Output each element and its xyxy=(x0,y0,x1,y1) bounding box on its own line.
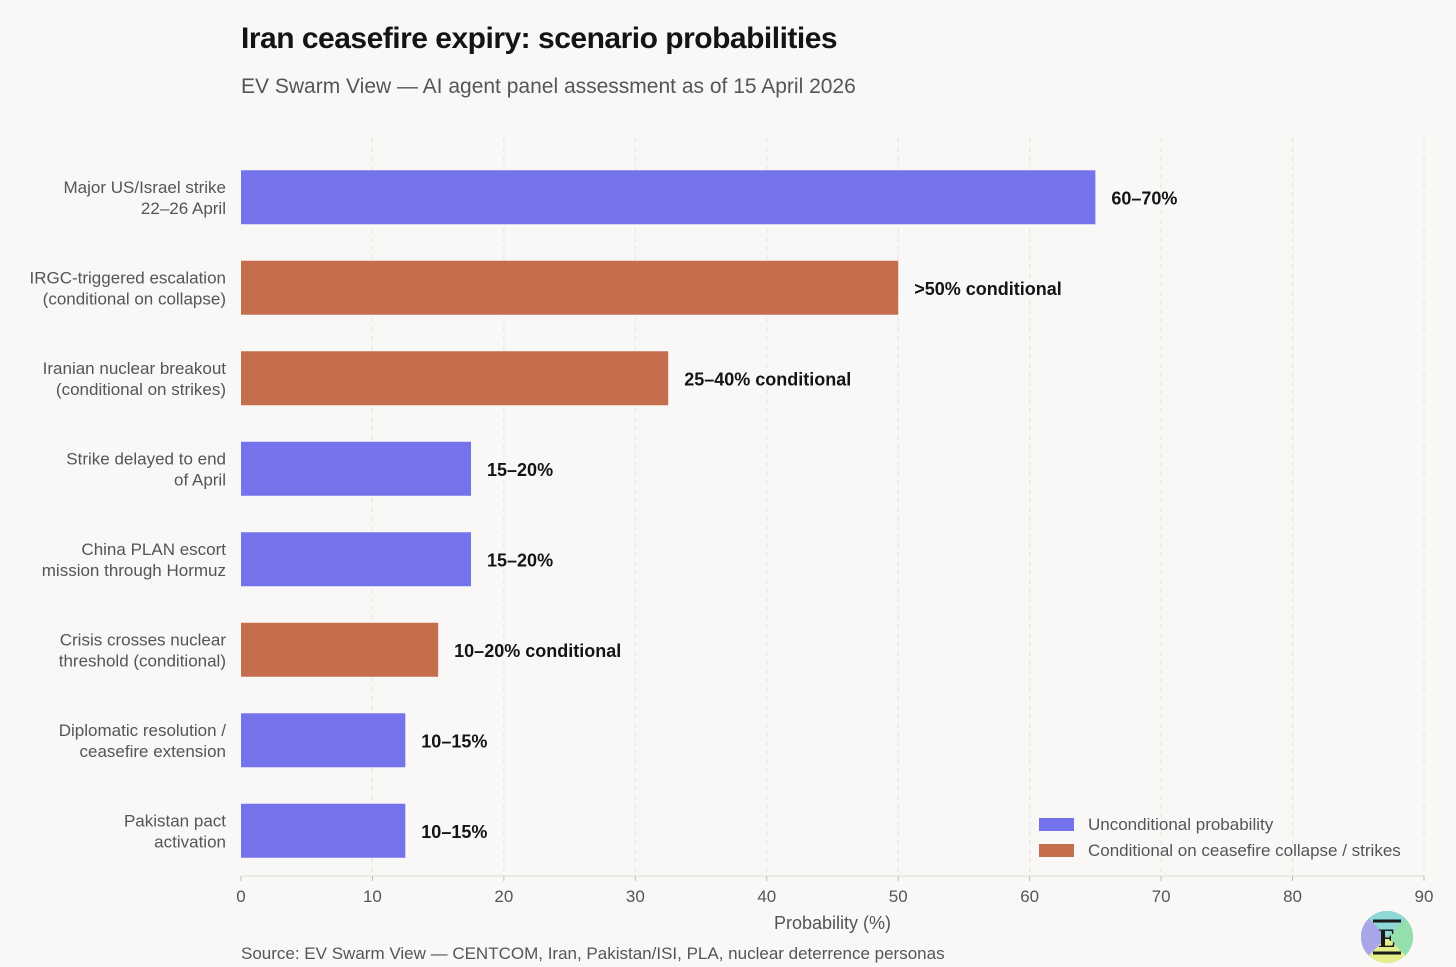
x-axis: 0 10 20 30 40 50 60 70 80 90 Probability (%) xyxy=(236,875,1434,933)
category-label: Diplomatic resolution / ceasefire extensi… xyxy=(59,721,227,761)
category-label: China PLAN escort mission through Hormuz xyxy=(42,540,227,580)
bar xyxy=(241,622,439,677)
bar-value-label: 15–20% xyxy=(487,460,553,480)
x-tick-label: 40 xyxy=(757,887,776,906)
category-label: Major US/Israel strike 22–26 April xyxy=(64,178,226,218)
bar xyxy=(241,713,406,768)
bar-value-label: 10–15% xyxy=(421,822,487,842)
bar xyxy=(241,351,669,406)
x-tick-label: 50 xyxy=(889,887,908,906)
x-tick-label: 30 xyxy=(626,887,645,906)
x-tick-label: 80 xyxy=(1283,887,1302,906)
bar-value-label: 60–70% xyxy=(1111,188,1177,208)
legend-label: Unconditional probability xyxy=(1088,815,1274,834)
x-axis-title: Probability (%) xyxy=(774,913,891,933)
bar xyxy=(241,170,1096,225)
bar-value-label: 25–40% conditional xyxy=(684,369,851,389)
category-label: Pakistan pact activation xyxy=(124,811,226,851)
category-label: IRGC-triggered escalation (conditional on… xyxy=(29,268,226,308)
category-label: Crisis crosses nuclear threshold (conditi… xyxy=(59,630,227,670)
source-note: Source: EV Swarm View — CENTCOM, Iran, P… xyxy=(241,944,945,963)
x-tick-label: 0 xyxy=(236,887,245,906)
x-tick-label: 70 xyxy=(1152,887,1171,906)
chart-subtitle: EV Swarm View — AI agent panel assessmen… xyxy=(241,75,856,98)
category-label: Strike delayed to end of April xyxy=(66,449,226,489)
legend-swatch xyxy=(1039,818,1074,831)
x-tick-label: 60 xyxy=(1020,887,1039,906)
bar-value-label: >50% conditional xyxy=(914,279,1062,299)
bar-value-label: 15–20% xyxy=(487,550,553,570)
bar xyxy=(241,441,472,496)
bar xyxy=(241,260,899,315)
legend: Unconditional probability Conditional on … xyxy=(1039,815,1401,860)
category-label: Iranian nuclear breakout (conditional on … xyxy=(43,359,227,399)
bar xyxy=(241,532,472,587)
bars: 60–70% Major US/Israel strike 22–26 April >… xyxy=(29,170,1177,858)
logo-letter: E xyxy=(1378,924,1395,953)
legend-swatch xyxy=(1039,844,1074,857)
x-tick-label: 10 xyxy=(363,887,382,906)
brand-logo-icon: E xyxy=(1361,911,1413,963)
legend-label: Conditional on ceasefire collapse / stri… xyxy=(1088,841,1401,860)
x-tick-label: 20 xyxy=(494,887,513,906)
bar xyxy=(241,803,406,858)
grid-lines xyxy=(371,138,1425,876)
bar-value-label: 10–15% xyxy=(421,731,487,751)
bar-value-label: 10–20% conditional xyxy=(454,641,621,661)
chart-title: Iran ceasefire expiry: scenario probabil… xyxy=(241,22,838,55)
x-tick-label: 90 xyxy=(1415,887,1434,906)
